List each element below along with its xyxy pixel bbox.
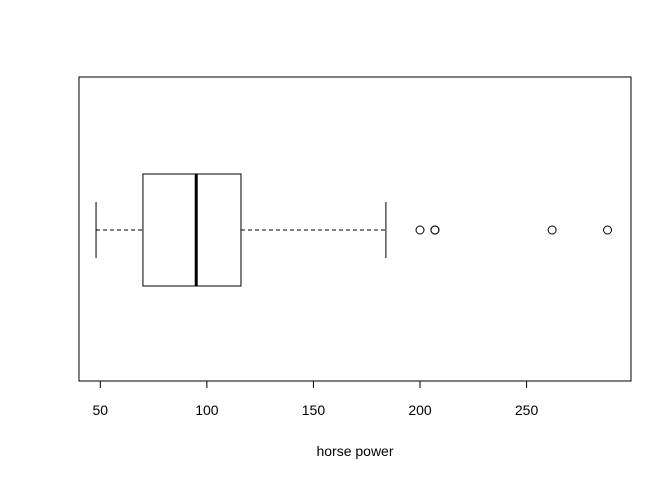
outlier-point-3 xyxy=(547,225,557,235)
box-group xyxy=(95,173,387,287)
outlier-point-2 xyxy=(430,225,440,235)
x-tick-label-200: 200 xyxy=(408,402,432,418)
x-tick-label-100: 100 xyxy=(195,402,219,418)
outlier-point-0 xyxy=(415,225,425,235)
x-tick-label-250: 250 xyxy=(515,402,539,418)
x-axis-label: horse power xyxy=(316,443,393,459)
x-tick-label-150: 150 xyxy=(302,402,326,418)
outlier-point-4 xyxy=(603,225,613,235)
x-axis: 50 100 150 200 250 xyxy=(93,380,539,418)
interquartile-box xyxy=(142,173,242,287)
outlier-group xyxy=(415,225,613,235)
x-tick-label-50: 50 xyxy=(93,402,109,418)
